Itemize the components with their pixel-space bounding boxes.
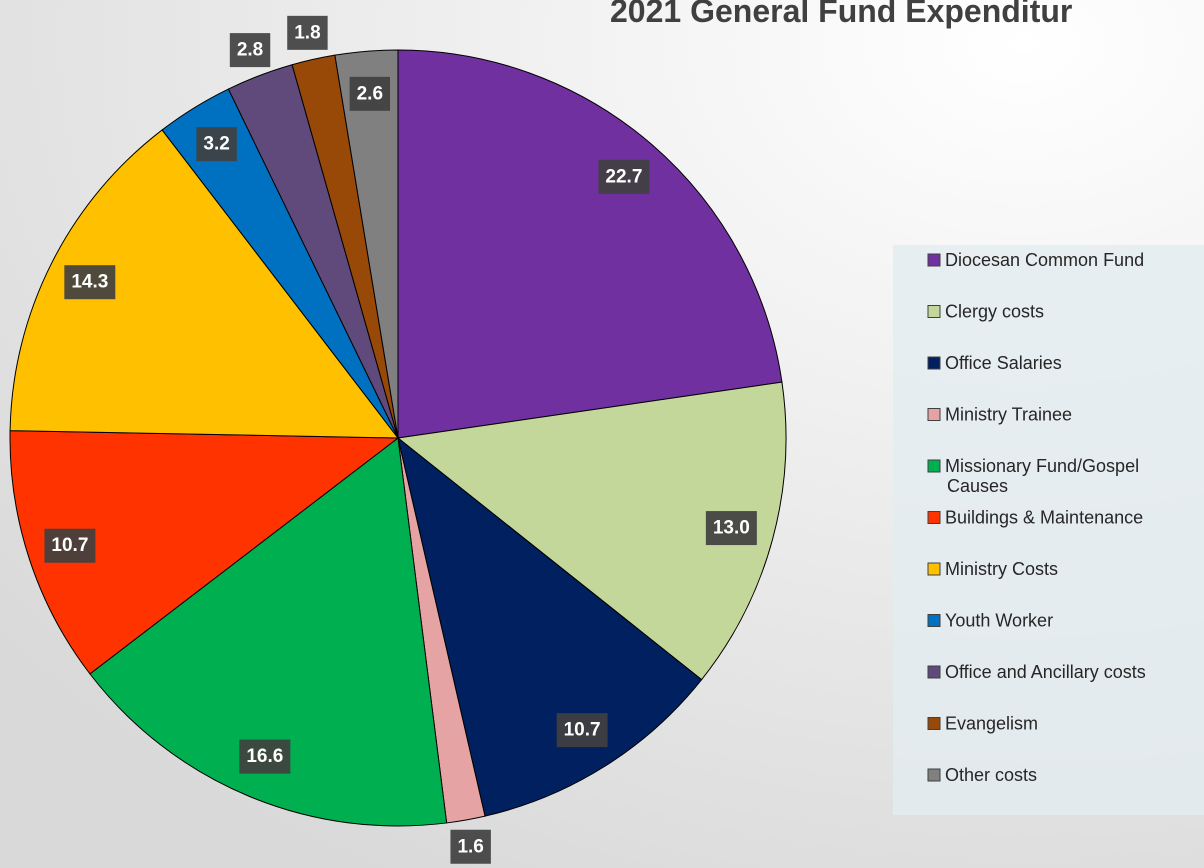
data-label: 22.7 xyxy=(605,166,642,187)
data-label: 10.7 xyxy=(51,535,88,556)
data-label-box xyxy=(196,127,237,162)
legend-label: Missionary Fund/Gospel Causes xyxy=(945,456,1144,496)
legend-swatch xyxy=(927,305,941,318)
legend-label: Office and Ancillary costs xyxy=(945,662,1146,682)
legend-swatch xyxy=(927,665,941,679)
data-label: 2.6 xyxy=(357,83,383,104)
legend-label: Office Salaries xyxy=(945,353,1062,373)
data-label-box xyxy=(556,713,608,748)
legend: Diocesan Common Fund Clergy costs Office S… xyxy=(927,250,1146,785)
data-label: 16.6 xyxy=(246,746,283,767)
legend-swatch xyxy=(927,768,941,782)
legend-swatch xyxy=(927,459,941,473)
legend-swatch xyxy=(927,614,941,627)
data-label-box xyxy=(229,33,271,68)
legend-label: Diocesan Common Fund xyxy=(945,250,1144,270)
legend-label: Clergy costs xyxy=(945,302,1044,322)
legend-swatch xyxy=(927,408,941,421)
data-label-box xyxy=(287,15,328,50)
data-label: 2.8 xyxy=(237,40,263,61)
data-label: 10.7 xyxy=(564,720,601,741)
data-labels: 22.7 13.0 10.7 1.6 16.6 10.7 14.3 3.2 2.8 1.8 2.6 xyxy=(44,15,757,864)
data-label-box xyxy=(64,265,116,300)
pie-slice xyxy=(397,436,703,817)
pie-slice xyxy=(397,49,783,439)
legend-label: Ministry Trainee xyxy=(945,405,1072,425)
data-label-box xyxy=(349,76,391,111)
legend-box xyxy=(893,245,1204,815)
pie-slice xyxy=(9,129,400,439)
data-label: 13.0 xyxy=(713,518,750,539)
pie-slice xyxy=(89,437,448,827)
legend-label: Other costs xyxy=(945,765,1037,785)
chart-title: 2021 General Fund Expenditur xyxy=(610,0,1072,29)
legend-swatch xyxy=(927,356,941,370)
pie xyxy=(9,49,787,827)
legend-swatch xyxy=(927,511,941,524)
data-label-box xyxy=(598,159,650,194)
legend-swatch xyxy=(927,253,941,267)
data-label-box xyxy=(239,739,291,774)
pie-slice xyxy=(396,381,787,681)
legend-swatch xyxy=(927,562,941,576)
pie-slice xyxy=(9,430,400,675)
legend-swatch xyxy=(927,717,941,730)
data-label-box xyxy=(705,511,757,546)
data-label: 1.8 xyxy=(294,22,320,43)
data-label-box xyxy=(450,829,491,864)
legend-label: Evangelism xyxy=(945,714,1038,734)
data-label: 1.6 xyxy=(457,836,483,857)
data-label: 3.2 xyxy=(203,134,229,155)
data-label-box xyxy=(44,528,96,563)
legend-label: Youth Worker xyxy=(945,611,1053,631)
legend-label: Buildings & Maintenance xyxy=(945,508,1143,528)
pie-slice xyxy=(334,49,399,439)
data-label: 14.3 xyxy=(71,272,108,293)
legend-label: Ministry Costs xyxy=(945,559,1058,579)
